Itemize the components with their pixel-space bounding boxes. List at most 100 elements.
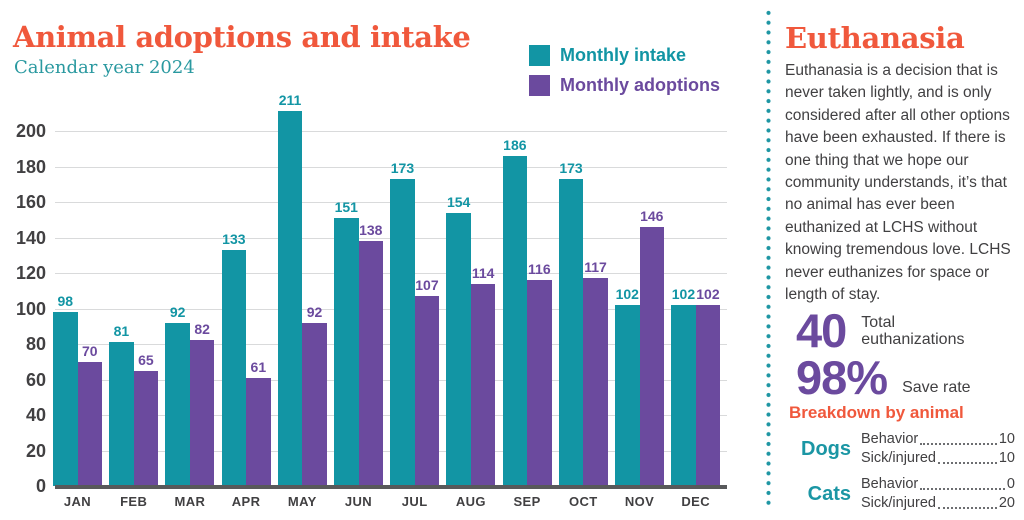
bar-value-label: 98 [57, 293, 74, 310]
breakdown-heading: Breakdown by animal [789, 403, 964, 422]
bar-mar-adoptions [189, 340, 215, 486]
bar-value-label: 133 [222, 230, 246, 247]
bar-jan-adoptions [77, 361, 102, 486]
bar-value-label: 186 [503, 136, 527, 153]
bar-value-label: 92 [306, 303, 323, 320]
breakdown-row-value: 20 [998, 495, 1015, 511]
bar-value-label: 151 [334, 198, 358, 215]
legend-label-adoptions: Monthly adoptions [560, 75, 720, 95]
bar-value-label: 65 [138, 351, 154, 368]
breakdown-by-animal: Breakdown by animal Dogs Behavior 10 Sic… [789, 403, 1015, 520]
x-axis-month-label: NOV [624, 494, 655, 509]
bar-may-adoptions [302, 322, 327, 486]
chart-legend: Monthly intake Monthly adoptions [529, 45, 720, 96]
legend-item-intake: Monthly intake [529, 45, 720, 66]
y-axis-tick-label: 180 [15, 156, 46, 177]
breakdown-row-value: 0 [1006, 476, 1015, 492]
bar-feb-adoptions [133, 370, 159, 486]
stat-label: Total euthanizations [861, 313, 965, 348]
y-axis-tick-label: 200 [15, 121, 46, 141]
bar-value-label: 173 [390, 159, 415, 176]
euthanasia-paragraph: Euthanasia is a decision that is never t… [785, 62, 1011, 304]
y-axis-tick-label: 60 [25, 369, 46, 390]
dotted-leader [920, 443, 997, 445]
bar-value-label: 107 [415, 277, 439, 294]
dotted-leader [937, 507, 997, 509]
bar-jul-adoptions [414, 296, 440, 486]
x-axis-month-label: MAR [174, 494, 206, 509]
stat-value: 98% [796, 350, 888, 404]
bar-jun-adoptions [358, 241, 383, 486]
euthanasia-title: Euthanasia [785, 21, 965, 55]
bar-value-label: 70 [81, 342, 98, 359]
dotted-leader [920, 488, 1005, 490]
gridline [55, 131, 727, 132]
animal-label-cats: Cats [807, 482, 851, 505]
bar-value-label: 92 [169, 303, 186, 320]
breakdown-row-label: Sick/injured [861, 495, 936, 511]
breakdown-row: Behavior 0 [861, 475, 1015, 494]
bar-value-label: 102 [615, 285, 639, 302]
cats-rows: Behavior 0 Sick/injured 20 [861, 475, 1015, 513]
bar-value-label: 114 [471, 264, 495, 281]
page-title: Animal adoptions and intake [13, 20, 471, 54]
y-axis-tick-label: 120 [15, 263, 46, 283]
x-axis-month-label: JUN [344, 494, 373, 509]
breakdown-row: Behavior 10 [861, 430, 1015, 449]
page-subtitle: Calendar year 2024 [14, 57, 195, 78]
bar-aug-intake [446, 212, 471, 486]
stat-label: Save rate [902, 378, 971, 396]
bar-sep-adoptions [527, 280, 552, 486]
bar-mar-intake [165, 322, 190, 486]
bar-nov-adoptions [639, 226, 664, 486]
x-axis-month-label: AUG [455, 494, 486, 509]
bar-value-label: 116 [528, 261, 551, 278]
y-axis-tick-label: 40 [25, 405, 46, 425]
bar-oct-adoptions [583, 278, 608, 486]
bar-value-label: 81 [113, 323, 130, 340]
x-axis-month-label: FEB [120, 494, 148, 509]
y-axis-tick-label: 80 [25, 334, 46, 354]
bar-dec-adoptions [695, 304, 721, 486]
breakdown-row-label: Behavior [861, 431, 919, 447]
x-axis-month-label: OCT [568, 494, 598, 509]
bar-value-label: 146 [640, 207, 664, 224]
bar-value-label: 138 [359, 222, 383, 239]
x-axis-month-label: MAY [287, 494, 317, 509]
bar-value-label: 211 [278, 92, 302, 109]
y-axis-tick-label: 20 [25, 440, 46, 461]
bar-oct-intake [558, 178, 584, 486]
breakdown-row-label: Behavior [861, 476, 919, 492]
legend-label-intake: Monthly intake [560, 45, 687, 65]
adoptions-swatch-icon [529, 75, 550, 96]
legend-item-adoptions: Monthly adoptions [529, 75, 720, 96]
stat-total-euthanizations: 40 Total euthanizations [796, 307, 971, 354]
bar-value-label: 173 [559, 159, 583, 176]
bar-value-label: 61 [250, 358, 267, 375]
bar-value-label: 82 [194, 321, 210, 338]
bar-jan-intake [53, 312, 78, 486]
dotted-divider [766, 8, 771, 510]
dogs-rows: Behavior 10 Sick/injured 10 [861, 430, 1015, 468]
breakdown-row: Sick/injured 20 [861, 494, 1015, 513]
bar-value-label: 102 [671, 285, 696, 302]
bar-nov-intake [615, 304, 640, 486]
stat-save-rate: 98% Save rate [796, 350, 971, 404]
breakdown-row-value: 10 [998, 431, 1015, 447]
bar-dec-intake [671, 304, 696, 486]
bar-may-intake [277, 111, 303, 486]
bar-feb-intake [109, 342, 134, 486]
breakdown-group-cats: Cats Behavior 0 Sick/injured 20 [789, 475, 1015, 513]
bar-value-label: 117 [584, 259, 607, 276]
gridline [55, 166, 727, 168]
bar-aug-adoptions [470, 283, 496, 486]
x-axis-month-label: JAN [63, 494, 92, 509]
breakdown-row-value: 10 [998, 450, 1015, 466]
bar-apr-intake [221, 249, 247, 486]
animal-label-dogs: Dogs [801, 437, 851, 460]
bar-value-label: 154 [446, 193, 471, 210]
breakdown-row-label: Sick/injured [861, 450, 936, 466]
euthanasia-stats: 40 Total euthanizations 98% Save rate [796, 307, 971, 404]
